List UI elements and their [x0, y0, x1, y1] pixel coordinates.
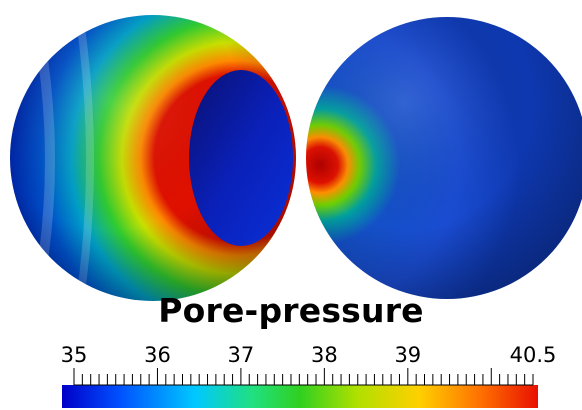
colorbar-tick-label: 37	[227, 343, 255, 367]
colorbar-ticks	[73, 368, 534, 386]
plot-title: Pore-pressure	[158, 291, 424, 330]
cut-opening	[189, 70, 293, 246]
right-sphere	[306, 17, 582, 299]
colorbar-tick-label: 36	[144, 343, 171, 367]
left-sphere	[10, 15, 296, 301]
colorbar-gradient	[62, 385, 538, 408]
colorbar-tick-label: 40.5	[509, 343, 557, 367]
colorbar-tick-label: 38	[310, 343, 338, 367]
colorbar	[62, 368, 538, 408]
colorbar-tick-label: 35	[60, 343, 88, 367]
colorbar-tick-label: 39	[394, 343, 422, 367]
